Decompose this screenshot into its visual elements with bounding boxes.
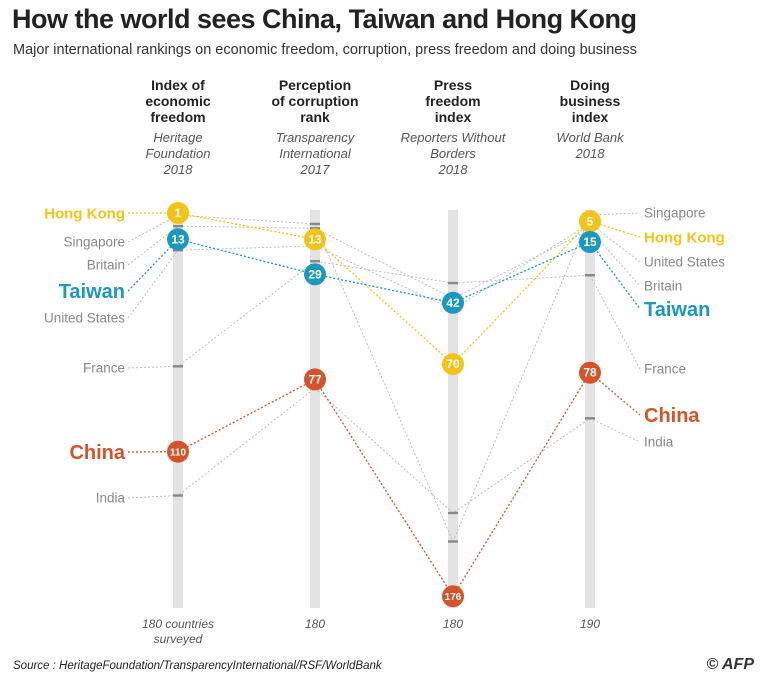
axis-bar <box>173 210 183 608</box>
data-point-taiwan <box>167 228 189 251</box>
left-label-hong-kong: Hong Kong <box>44 205 125 222</box>
right-label-china: China <box>644 405 700 427</box>
right-label-india: India <box>644 435 674 450</box>
data-point-hong-kong <box>304 228 326 251</box>
axis-title: Doing <box>570 77 610 93</box>
data-point-hong-kong <box>442 353 464 376</box>
axis-year: 2017 <box>300 162 331 177</box>
axis-source: World Bank <box>556 130 625 145</box>
data-point-hong-kong <box>579 210 601 233</box>
series-line-india <box>127 387 641 514</box>
series-line-france <box>127 260 641 370</box>
data-label-china: 176 <box>445 592 462 603</box>
left-label-singapore: Singapore <box>63 235 125 250</box>
data-label-china: 77 <box>308 372 322 386</box>
data-point-china <box>442 585 464 608</box>
data-point-china <box>304 368 326 391</box>
data-point-taiwan <box>442 291 464 314</box>
axis-source: Borders <box>430 146 476 161</box>
axis-title: index <box>435 109 472 125</box>
data-point-britain <box>173 224 183 228</box>
right-label-britain: Britain <box>644 279 682 294</box>
axis-total-label: 180 countries <box>142 617 214 631</box>
axis-year: 2018 <box>575 146 606 161</box>
data-label-taiwan: 13 <box>171 232 185 246</box>
series-line-singapore <box>127 212 641 543</box>
data-point-singapore <box>310 222 320 226</box>
axis-title: freedom <box>425 93 480 109</box>
data-label-taiwan: 15 <box>583 235 597 249</box>
series-line-china <box>127 371 641 598</box>
axis-year: 2018 <box>438 162 469 177</box>
right-label-taiwan: Taiwan <box>644 299 710 321</box>
afp-logo: © AFP <box>706 656 754 673</box>
right-label-united-states: United States <box>644 255 725 270</box>
axis-source: Transparency <box>276 130 356 145</box>
series-line-britain <box>127 225 641 299</box>
axis-title: of corruption <box>271 93 358 109</box>
axis-source: International <box>279 146 352 161</box>
left-label-china: China <box>69 442 125 464</box>
data-label-taiwan: 29 <box>308 267 322 281</box>
axis-title: rank <box>300 109 330 125</box>
right-label-singapore: Singapore <box>644 206 706 221</box>
data-label-china: 78 <box>583 366 597 380</box>
axis-title: business <box>560 93 621 109</box>
axis-total-label: surveyed <box>154 632 203 646</box>
left-label-united-states: United States <box>44 311 125 326</box>
axis-bar <box>585 210 595 608</box>
axis-total-label: 180 <box>305 617 325 631</box>
data-point-singapore <box>448 540 458 543</box>
axis-title: Perception <box>279 77 351 93</box>
axis-title: Press <box>434 77 472 93</box>
data-point-france <box>310 259 320 263</box>
series-line-united-states <box>127 222 641 319</box>
axis-total-label: 190 <box>580 617 600 631</box>
axis-source: Reporters Without <box>401 130 507 145</box>
data-point-india <box>585 417 595 420</box>
axis-source: Heritage <box>153 130 202 145</box>
axis-bar <box>310 210 320 608</box>
left-label-britain: Britain <box>87 258 125 273</box>
data-label-hong-kong: 1 <box>175 206 182 220</box>
left-label-taiwan: Taiwan <box>59 281 125 303</box>
data-label-hong-kong: 13 <box>308 232 322 246</box>
data-label-hong-kong: 5 <box>587 214 594 228</box>
right-label-hong-kong: Hong Kong <box>644 229 725 246</box>
source-note: Source : HeritageFoundation/Transparency… <box>13 660 382 672</box>
axis-title: index <box>572 109 609 125</box>
data-point-india <box>448 511 458 515</box>
axis-year: 2018 <box>163 162 194 177</box>
series-line-hong-kong <box>128 212 641 366</box>
data-point-hong-kong <box>167 202 189 224</box>
axis-bar <box>448 210 458 608</box>
left-label-france: France <box>83 361 125 376</box>
data-point-france <box>448 281 458 285</box>
data-label-taiwan: 42 <box>446 296 460 310</box>
right-label-france: France <box>644 362 686 377</box>
data-point-taiwan <box>579 231 601 254</box>
chart-title: How the world sees China, Taiwan and Hon… <box>12 4 637 34</box>
data-point-taiwan <box>304 263 326 286</box>
data-label-china: 110 <box>170 448 187 459</box>
axis-title: economic <box>145 93 211 109</box>
data-point-china <box>167 440 189 463</box>
data-point-france <box>173 365 183 368</box>
chart-subtitle: Major international rankings on economic… <box>13 42 637 58</box>
data-point-china <box>579 361 601 384</box>
axis-total-label: 180 <box>443 617 463 631</box>
data-point-france <box>585 274 595 277</box>
axis-source: Foundation <box>145 146 210 161</box>
axis-title: freedom <box>150 109 205 125</box>
data-point-india <box>173 494 183 497</box>
left-label-india: India <box>96 491 126 506</box>
series-line-taiwan <box>127 238 641 310</box>
data-label-hong-kong: 70 <box>446 357 460 371</box>
axis-title: Index of <box>151 77 205 93</box>
